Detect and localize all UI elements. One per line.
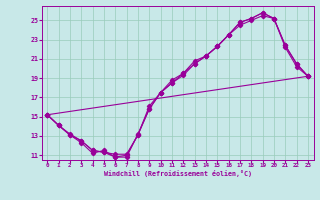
X-axis label: Windchill (Refroidissement éolien,°C): Windchill (Refroidissement éolien,°C) — [104, 170, 252, 177]
